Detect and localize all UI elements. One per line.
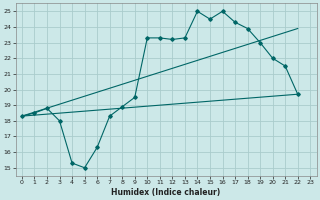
X-axis label: Humidex (Indice chaleur): Humidex (Indice chaleur) xyxy=(111,188,221,197)
